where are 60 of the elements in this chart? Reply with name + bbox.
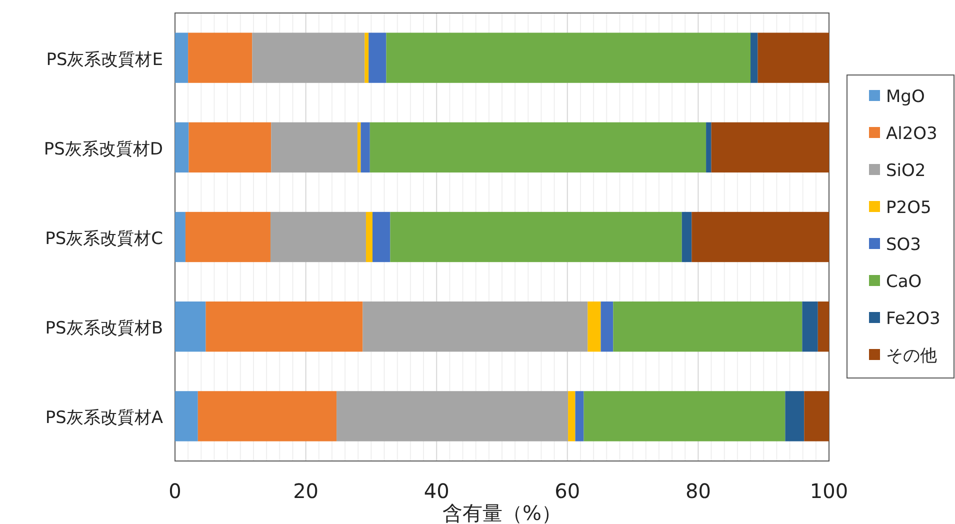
bar <box>575 391 584 442</box>
bar <box>198 391 337 442</box>
bar <box>600 302 614 352</box>
bar <box>588 302 601 352</box>
bar <box>175 302 206 352</box>
bar <box>818 302 829 352</box>
legend-label: SO3 <box>886 235 921 255</box>
bar <box>364 32 369 83</box>
bar <box>270 212 366 262</box>
bar <box>785 391 804 442</box>
x-tick-label: 100 <box>810 479 848 503</box>
x-tick-label: 40 <box>424 479 450 503</box>
bar <box>175 391 198 442</box>
bar <box>368 32 386 83</box>
bar <box>175 32 188 83</box>
bar <box>711 122 829 172</box>
bar <box>357 122 361 172</box>
bar <box>682 212 692 262</box>
bar <box>252 32 365 83</box>
y-tick-label: PS灰系改質材D <box>44 139 163 160</box>
legend-label: SiO2 <box>886 161 926 181</box>
legend-label: Al2O3 <box>886 124 938 144</box>
bar <box>362 302 588 352</box>
y-tick-label: PS灰系改質材C <box>45 229 163 249</box>
y-tick-label: PS灰系改質材B <box>45 318 163 339</box>
bar <box>271 122 358 172</box>
legend-label: その他 <box>886 346 937 366</box>
legend-label: CaO <box>886 272 922 292</box>
bar <box>188 122 272 172</box>
bar <box>175 122 189 172</box>
bar <box>370 122 706 172</box>
bar <box>568 391 576 442</box>
y-tick-label: PS灰系改質材A <box>45 408 164 428</box>
x-tick-label: 60 <box>554 479 580 503</box>
bar <box>185 212 270 262</box>
bar <box>175 212 186 262</box>
bar <box>336 391 568 442</box>
bar <box>584 391 786 442</box>
bar <box>802 302 818 352</box>
bar <box>372 212 390 262</box>
x-tick-label: 80 <box>685 479 711 503</box>
bar <box>188 32 252 83</box>
bar <box>360 122 370 172</box>
bar <box>386 32 751 83</box>
bar <box>692 212 829 262</box>
bar <box>390 212 682 262</box>
bar <box>758 32 829 83</box>
bar <box>613 302 802 352</box>
bar <box>750 32 758 83</box>
x-tick-label: 20 <box>293 479 319 503</box>
x-tick-label: 0 <box>168 479 182 503</box>
bar <box>706 122 712 172</box>
legend-label: MgO <box>886 87 925 107</box>
bar <box>366 212 373 262</box>
legend-label: Fe2O3 <box>886 309 940 329</box>
legend-label: P2O5 <box>886 198 932 218</box>
bar <box>206 302 363 352</box>
x-axis-title: 含有量（%） <box>442 501 562 524</box>
y-tick-label: PS灰系改質材E <box>46 50 163 70</box>
bar <box>804 391 829 442</box>
